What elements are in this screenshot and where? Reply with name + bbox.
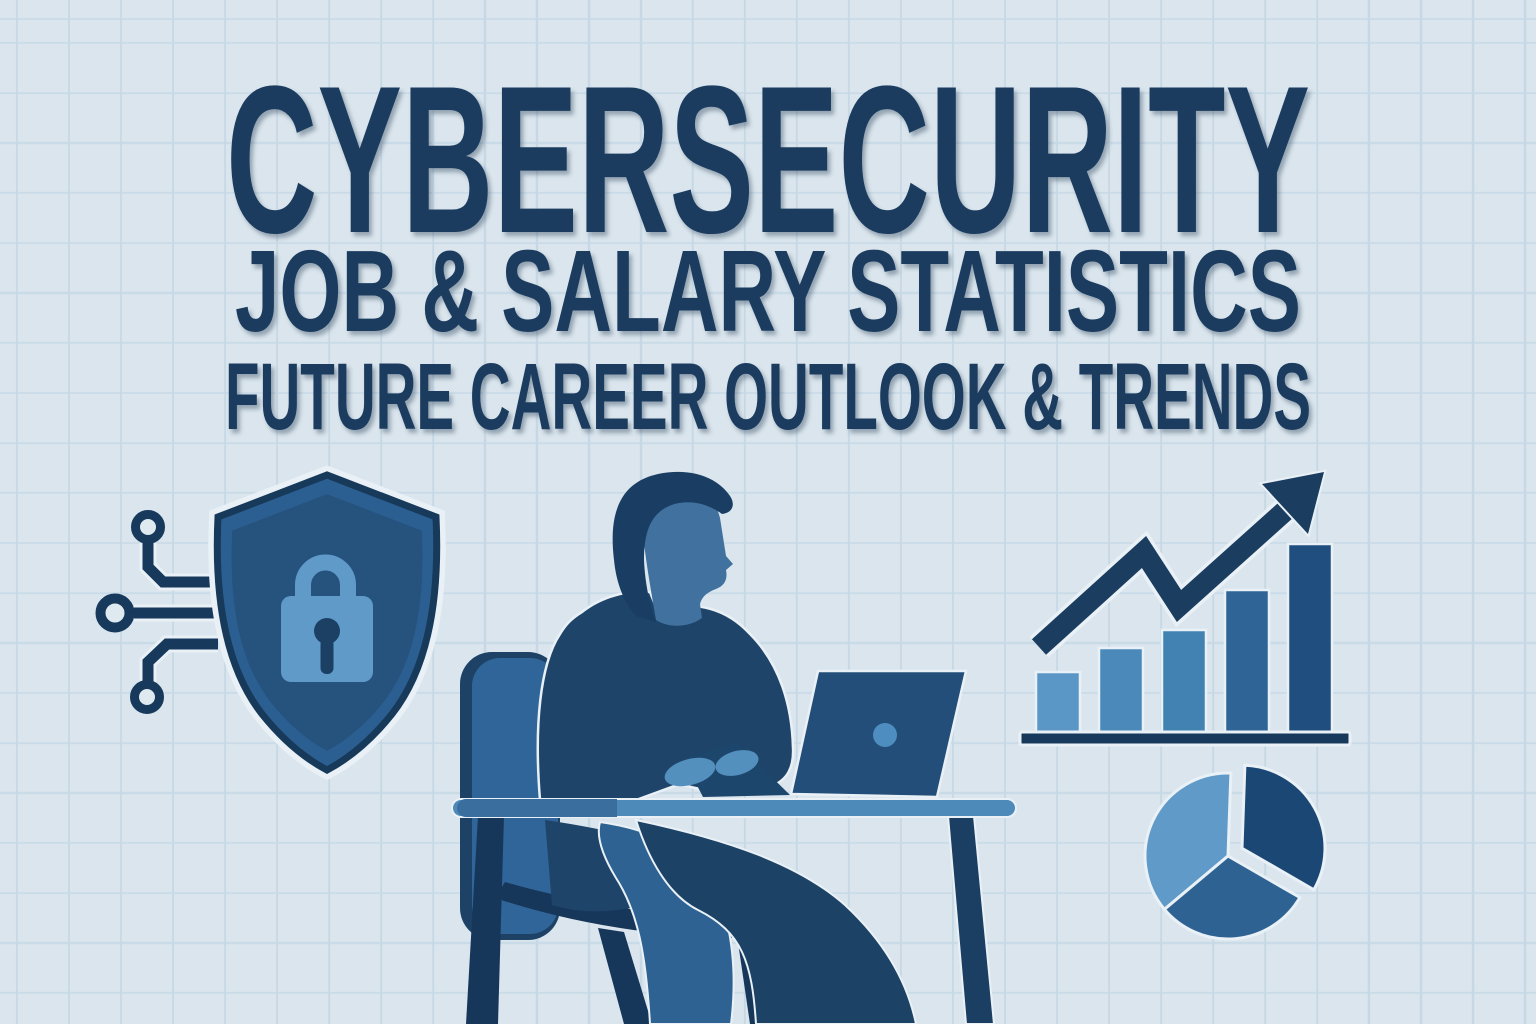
pie-chart-icon [1143,763,1327,941]
person-face [642,487,733,626]
chair-leg-front [598,928,652,1024]
heading-line-3: FUTURE CAREER OUTLOOK & TRENDS [225,344,1311,450]
circuit-trace-top [142,543,218,588]
heading-line-1: CYBERSECURITY [226,42,1310,277]
bar-4 [1223,588,1271,734]
bar-chart-baseline [1018,730,1352,747]
person-hair [612,471,733,622]
circuit-node-bottom [130,680,164,714]
circuit-node-top [131,510,165,544]
trend-arrowhead-fill [1262,472,1324,534]
desk-leg-right [946,815,996,1024]
heading-block: CYBERSECURITY JOB & SALARY STATISTICS FU… [225,42,1311,450]
desk-top-shadow [457,799,617,817]
chair-leg-back [466,816,504,1024]
bar-2 [1097,646,1145,734]
padlock-keyhole [314,618,340,644]
circuit-node-middle [95,593,135,633]
circuit-trace-bottom [142,638,218,684]
bar-chart-bars [1034,542,1334,734]
padlock-keyhole-stem [320,638,334,674]
laptop-logo [873,723,897,747]
pie-light-slice [1143,771,1233,912]
bar-1 [1034,670,1082,734]
shield-lock-icon [95,465,446,781]
person-hand-left [664,757,716,787]
growth-bar-chart-icon [1018,469,1352,747]
bar-5 [1286,542,1334,734]
bar-3 [1160,628,1208,734]
padlock-shackle [295,554,356,598]
heading-line-2: JOB & SALARY STATISTICS [235,226,1301,356]
person-at-laptop-illustration [451,471,1017,1024]
pie-dark-slice [1240,763,1327,892]
person-back-leg [634,818,918,1024]
circuit-traces [134,543,218,684]
person-hand-right [715,750,759,776]
pie-medium-slice [1162,854,1302,941]
trend-line [1031,485,1313,655]
